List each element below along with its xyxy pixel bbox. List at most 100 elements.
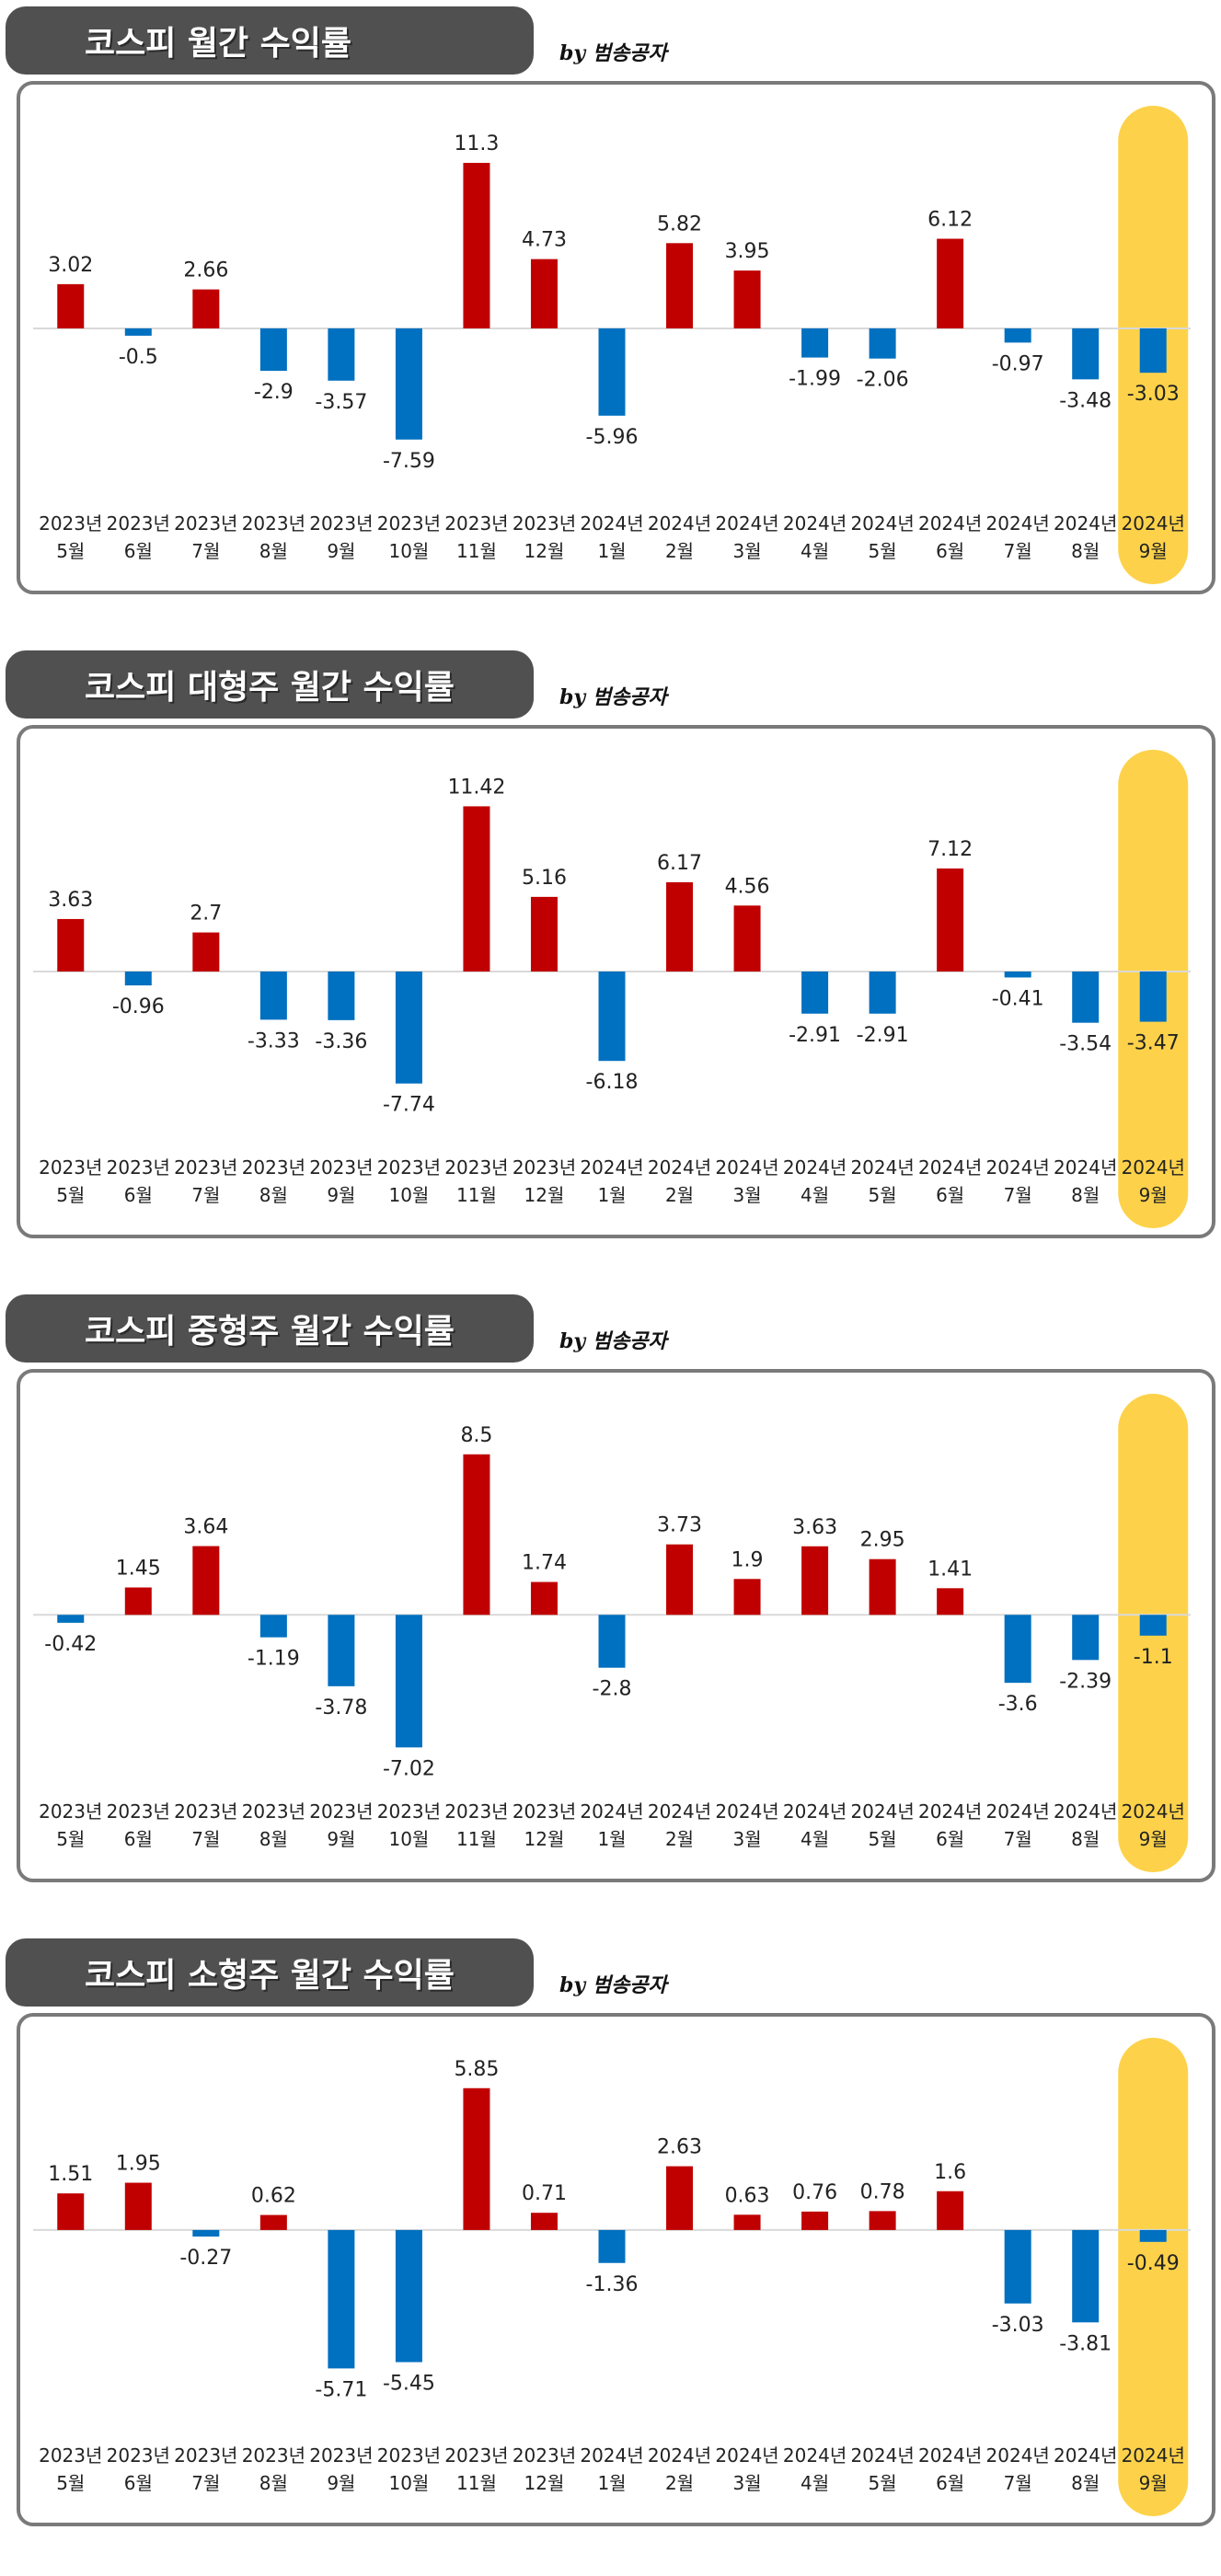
data-label: 11.3: [454, 132, 499, 155]
data-label: -5.45: [383, 2373, 435, 2396]
x-tick-month: 9월: [327, 540, 355, 562]
x-tick-month: 2월: [665, 1828, 694, 1850]
x-tick-year: 2023년: [377, 1800, 441, 1823]
data-label: 0.63: [725, 2184, 770, 2207]
data-label: -0.5: [119, 346, 158, 369]
data-label: -0.49: [1127, 2252, 1180, 2275]
x-tick-month: 11월: [456, 2472, 497, 2494]
x-tick-month: 12월: [524, 1184, 565, 1206]
x-tick-month: 8월: [1071, 1828, 1100, 1850]
x-tick-year: 2024년: [715, 512, 778, 535]
x-tick-year: 2023년: [242, 1156, 305, 1179]
bar: [1004, 972, 1031, 978]
x-tick-year: 2023년: [39, 512, 102, 535]
x-tick-month: 7월: [1004, 1184, 1032, 1206]
x-tick-year: 2024년: [850, 512, 914, 535]
x-tick-year: 2024년: [783, 2444, 847, 2467]
bar: [869, 1558, 896, 1616]
data-label: -0.27: [179, 2247, 232, 2270]
bar: [259, 1615, 287, 1638]
bar: [530, 1581, 558, 1616]
bar: [57, 1615, 85, 1623]
x-tick-month: 5월: [56, 1828, 85, 1850]
data-label: -1.19: [248, 1648, 300, 1671]
bar: [869, 328, 896, 359]
x-tick-year: 2024년: [715, 1800, 778, 1823]
bar: [733, 1579, 761, 1616]
x-tick-year: 2023년: [242, 512, 305, 535]
x-tick-month: 2월: [665, 540, 694, 562]
x-tick-month: 8월: [259, 1184, 288, 1206]
x-tick-year: 2023년: [174, 2444, 237, 2467]
x-tick-year: 2023년: [444, 512, 508, 535]
x-tick-month: 4월: [801, 1828, 829, 1850]
data-label: -2.9: [254, 381, 294, 404]
x-tick-month: 3월: [732, 1828, 761, 1850]
data-label: -5.96: [586, 426, 639, 449]
data-label: -1.36: [586, 2273, 639, 2296]
bar: [192, 932, 220, 972]
highlight-current-month: [1118, 2038, 1189, 2516]
x-tick-month: 8월: [1071, 2472, 1100, 2494]
data-label: -0.42: [44, 1633, 97, 1656]
x-tick-year: 2023년: [309, 2444, 373, 2467]
x-tick-month: 4월: [801, 540, 829, 562]
x-tick-year: 2024년: [1054, 2444, 1117, 2467]
x-tick-year: 2024년: [1122, 512, 1185, 535]
data-label: -3.03: [992, 2314, 1044, 2337]
data-label: 3.63: [792, 1516, 837, 1539]
bar: [328, 328, 355, 381]
bar: [733, 905, 761, 972]
data-label: -2.06: [857, 369, 909, 392]
x-tick-month: 1월: [597, 540, 626, 562]
bar: [259, 2214, 287, 2230]
data-label: -5.71: [315, 2378, 367, 2401]
data-label: 11.42: [447, 776, 505, 799]
data-label: -3.48: [1059, 389, 1112, 412]
x-tick-month: 8월: [259, 1828, 288, 1850]
bar: [937, 868, 964, 972]
bar: [1004, 1615, 1031, 1684]
x-tick-year: 2024년: [1122, 1156, 1185, 1179]
x-tick-year: 2023년: [174, 1800, 237, 1823]
bar: [259, 328, 287, 372]
author-byline: by 범송공자: [559, 1973, 667, 1997]
bar: [801, 972, 829, 1014]
bar: [598, 972, 626, 1062]
bar: [666, 1544, 694, 1616]
data-label: 1.74: [522, 1552, 567, 1575]
x-tick-year: 2024년: [648, 2444, 711, 2467]
bar: [463, 1454, 490, 1616]
bar: [463, 806, 490, 972]
author-byline: by 범송공자: [559, 685, 667, 709]
x-tick-year: 2023년: [309, 1800, 373, 1823]
chart-title: 코스피 소형주 월간 수익률: [6, 1938, 534, 2007]
x-tick-year: 2023년: [444, 1800, 508, 1823]
x-tick-month: 6월: [124, 1184, 153, 1206]
chart-title: 코스피 대형주 월간 수익률: [6, 650, 534, 719]
x-tick-month: 6월: [124, 1828, 153, 1850]
x-tick-year: 2023년: [39, 2444, 102, 2467]
x-tick-month: 1월: [597, 1828, 626, 1850]
x-tick-year: 2023년: [174, 512, 237, 535]
x-tick-month: 3월: [732, 540, 761, 562]
data-label: 5.85: [454, 2058, 499, 2081]
x-tick-year: 2024년: [986, 512, 1050, 535]
bar: [328, 972, 355, 1020]
x-tick-month: 5월: [869, 2472, 897, 2494]
x-tick-year: 2024년: [986, 1156, 1050, 1179]
bar: [124, 2182, 152, 2230]
x-tick-month: 1월: [597, 1184, 626, 1206]
x-tick-month: 6월: [124, 2472, 153, 2494]
x-tick-month: 6월: [124, 540, 153, 562]
bar: [530, 259, 558, 328]
data-label: 5.82: [657, 213, 702, 236]
data-label: -0.96: [112, 995, 165, 1018]
bar: [463, 163, 490, 328]
x-tick-month: 12월: [524, 540, 565, 562]
bar: [666, 243, 694, 328]
bar: [733, 270, 761, 328]
data-label: -7.02: [383, 1757, 435, 1780]
data-label: 3.95: [725, 240, 770, 263]
bar: [1004, 328, 1031, 343]
